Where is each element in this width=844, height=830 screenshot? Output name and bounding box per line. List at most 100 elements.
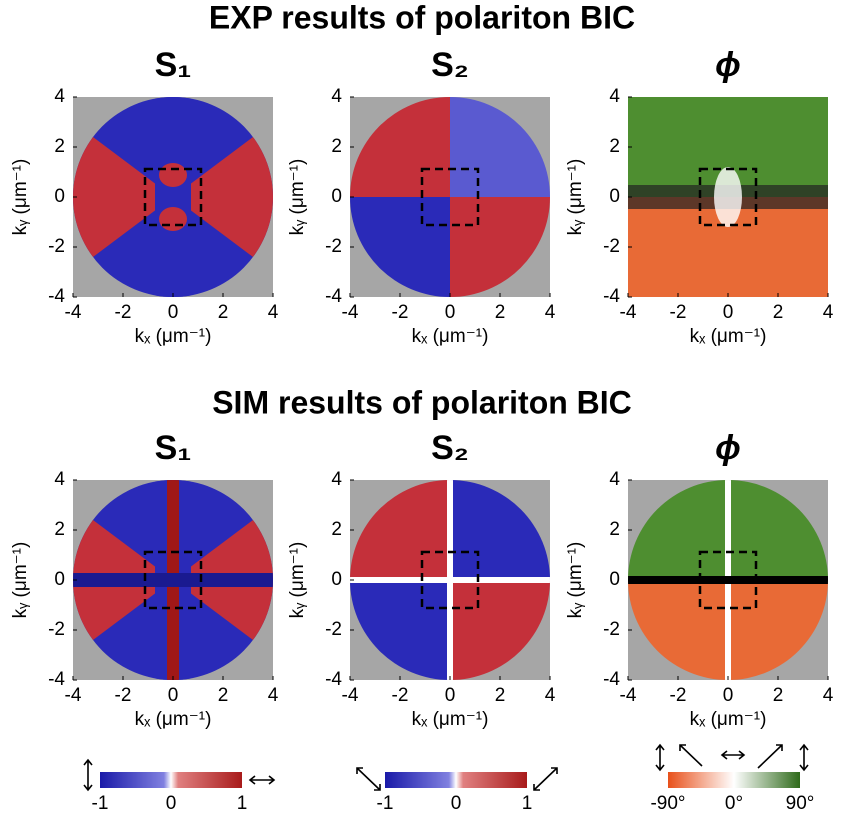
colorbar-tick-label: 0 xyxy=(451,793,462,814)
roi-box xyxy=(420,167,480,227)
y-tick-label: -2 xyxy=(603,619,620,640)
panel-title: S₂ xyxy=(431,46,469,84)
map-image xyxy=(350,480,550,680)
y-tick-label: -2 xyxy=(603,236,620,257)
y-tick-label: -2 xyxy=(48,236,65,257)
roi-box xyxy=(143,167,203,227)
x-axis-label: kₓ (μm⁻¹) xyxy=(412,326,489,347)
map xyxy=(350,480,550,680)
y-tick-label: 2 xyxy=(331,136,342,157)
y-tick-label: 4 xyxy=(331,86,342,107)
y-tick-label: 0 xyxy=(331,569,342,590)
region xyxy=(159,163,187,187)
polarization-arrows xyxy=(83,743,809,792)
region xyxy=(155,97,191,297)
y-tick-label: 4 xyxy=(331,469,342,490)
colorbar-tick-label: -90° xyxy=(650,793,685,814)
y-axis-label: kᵧ (μm⁻¹) xyxy=(565,542,586,619)
x-tick-label: 4 xyxy=(268,302,279,323)
map-image xyxy=(628,480,828,680)
y-tick-label: 4 xyxy=(54,86,65,107)
x-tick-label: 0 xyxy=(723,302,734,323)
x-tick-label: 0 xyxy=(723,685,734,706)
panel-title: ϕ xyxy=(715,429,741,467)
x-tick-label: 2 xyxy=(495,685,506,706)
x-tick-label: 4 xyxy=(823,302,834,323)
x-tick-label: -4 xyxy=(65,685,82,706)
x-tick-label: 4 xyxy=(545,302,556,323)
x-axis-label: kₓ (μm⁻¹) xyxy=(690,709,767,730)
x-tick-label: 0 xyxy=(168,302,179,323)
colorbar-tick-label: 0 xyxy=(166,793,177,814)
y-tick-label: 4 xyxy=(54,469,65,490)
map xyxy=(73,480,273,680)
region xyxy=(628,576,828,584)
colorbar-tick-label: 90° xyxy=(786,793,815,814)
region xyxy=(73,122,173,272)
y-tick-label: 4 xyxy=(609,86,620,107)
x-tick-label: -2 xyxy=(392,302,409,323)
x-tick-label: 4 xyxy=(268,685,279,706)
y-tick-label: -4 xyxy=(48,669,65,690)
roi-box xyxy=(698,167,758,227)
y-tick-label: 0 xyxy=(54,569,65,590)
x-tick-label: -4 xyxy=(342,302,359,323)
colorbar xyxy=(385,772,527,788)
x-tick-label: 0 xyxy=(445,302,456,323)
x-axis-label: kₓ (μm⁻¹) xyxy=(690,326,767,347)
colorbar-tick-label: 1 xyxy=(237,793,248,814)
roi-box xyxy=(420,550,480,610)
x-tick-label: -2 xyxy=(115,302,132,323)
x-tick-label: -2 xyxy=(670,302,687,323)
x-tick-label: -2 xyxy=(670,685,687,706)
colorbar-tick-label: -1 xyxy=(92,793,109,814)
region xyxy=(350,577,550,583)
y-tick-label: 2 xyxy=(54,136,65,157)
x-tick-label: 2 xyxy=(495,302,506,323)
colorbar-tick-label: 1 xyxy=(522,793,533,814)
y-axis-label: kᵧ (μm⁻¹) xyxy=(10,542,31,619)
colorbar-tick-label: 0° xyxy=(725,793,743,814)
y-tick-label: 0 xyxy=(609,569,620,590)
y-tick-label: -4 xyxy=(325,669,342,690)
map xyxy=(73,97,273,297)
map xyxy=(628,480,828,680)
y-tick-label: -2 xyxy=(48,619,65,640)
x-tick-label: 0 xyxy=(168,685,179,706)
y-axis-label: kᵧ (μm⁻¹) xyxy=(287,159,308,236)
panel-title: S₂ xyxy=(431,429,469,467)
y-tick-label: 0 xyxy=(331,186,342,207)
y-tick-label: -2 xyxy=(325,619,342,640)
x-tick-label: 4 xyxy=(823,685,834,706)
map-image xyxy=(628,97,828,297)
panel-title: S₁ xyxy=(155,46,192,84)
x-tick-label: -4 xyxy=(342,685,359,706)
x-tick-label: 2 xyxy=(218,302,229,323)
x-tick-label: 2 xyxy=(773,685,784,706)
y-tick-label: 0 xyxy=(54,186,65,207)
y-tick-label: -4 xyxy=(603,669,620,690)
y-tick-label: -4 xyxy=(603,286,620,307)
section-title: EXP results of polariton BIC xyxy=(209,0,635,35)
x-tick-label: -2 xyxy=(115,685,132,706)
x-tick-label: 0 xyxy=(445,685,456,706)
panel-title: S₁ xyxy=(155,429,192,467)
y-tick-label: 2 xyxy=(609,136,620,157)
roi-box xyxy=(143,550,203,610)
y-tick-label: 2 xyxy=(609,519,620,540)
colorbar xyxy=(668,772,800,788)
x-tick-label: -4 xyxy=(620,302,637,323)
x-axis-label: kₓ (μm⁻¹) xyxy=(412,709,489,730)
y-tick-label: -4 xyxy=(325,286,342,307)
y-axis-label: kᵧ (μm⁻¹) xyxy=(10,159,31,236)
map-image xyxy=(350,97,550,297)
y-tick-label: -4 xyxy=(48,286,65,307)
y-axis-label: kᵧ (μm⁻¹) xyxy=(565,159,586,236)
region xyxy=(73,573,273,587)
y-tick-label: 2 xyxy=(331,519,342,540)
map-image xyxy=(73,97,273,297)
roi-box xyxy=(698,550,758,610)
x-tick-label: 2 xyxy=(218,685,229,706)
y-tick-label: -2 xyxy=(325,236,342,257)
